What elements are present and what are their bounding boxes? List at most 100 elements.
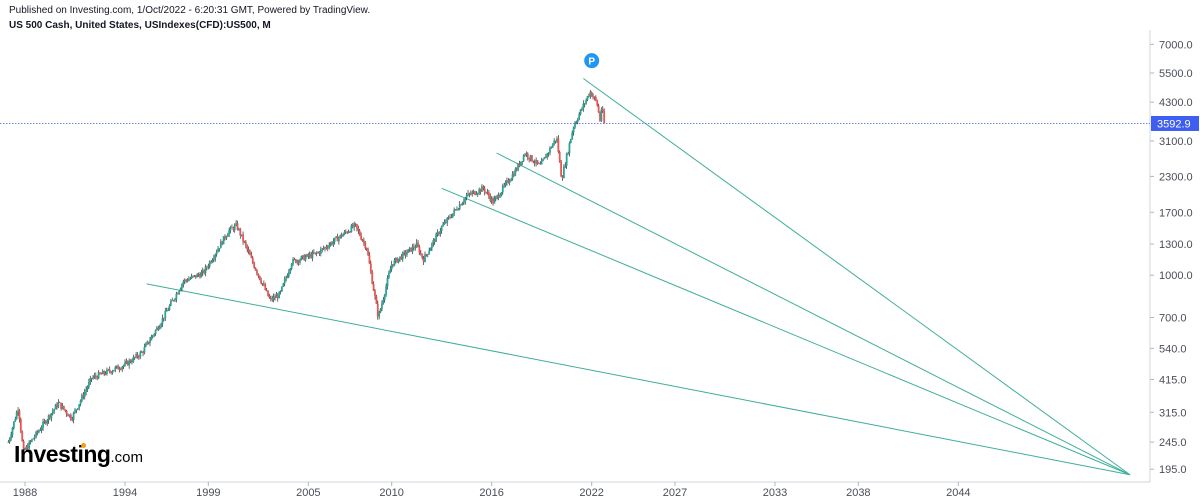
candle-body [71,419,74,421]
candle-body [246,245,249,250]
candle-body [247,249,250,252]
candle-body [457,209,460,211]
candle-body [467,193,469,196]
y-tick-label: 2300.0 [1159,171,1193,183]
candle-body [311,252,314,258]
candle-body [424,254,426,263]
candle-body [15,412,18,420]
candle-body [162,317,165,319]
plot-area[interactable] [0,30,1150,482]
candle-body [579,109,582,115]
candle-body [471,192,474,195]
candle-body [490,198,493,201]
candle-body [182,281,185,285]
candle-body [540,160,543,165]
candle-body [578,114,581,120]
candle-body [565,154,568,166]
candle-body [153,334,156,336]
candle-body [161,317,164,324]
candle-body [494,196,497,200]
candle-body [174,298,176,301]
candle-body [601,109,604,112]
candle-body [256,270,258,274]
candle-body [289,268,292,272]
candle-body [62,405,65,410]
candle-body [249,251,251,256]
candle-body [437,232,440,235]
marker-layer: P [584,53,600,69]
candle-body [165,310,168,312]
candle-body [357,228,360,231]
candle-body [386,278,389,287]
trendline[interactable] [441,187,1131,476]
candle-body [414,247,417,249]
candle-body [301,255,304,257]
candle-body [419,253,422,255]
candle-body [283,279,286,284]
candle-body [429,248,432,251]
candle-body [262,283,265,285]
candle-body [518,163,521,166]
candle-body [264,284,267,290]
candle-body [532,161,535,163]
candle-body [536,160,539,164]
candle-body [232,227,235,230]
marker-p-icon[interactable] [584,53,600,69]
candle-body [332,241,335,245]
candle-body [185,279,188,281]
y-tick-label: 1700.0 [1159,207,1193,219]
trendlines[interactable] [146,78,1131,476]
candle-body [460,204,463,206]
candle-body [450,217,453,218]
candle-body [317,252,319,254]
candle-body [60,402,63,409]
candle-body [483,188,486,193]
candle-body [112,370,115,372]
candle-body [564,165,567,167]
candle-body [100,373,103,375]
candle-body [33,436,36,439]
candle-body [593,96,596,98]
candle-body [169,301,172,306]
chart-area[interactable] [0,30,1150,482]
candle-body [276,295,279,299]
candle-body [125,361,128,363]
candle-body [356,224,358,229]
candle-body [64,409,67,412]
y-tick-label: 245.0 [1159,437,1187,449]
candle-body [154,330,157,335]
candle-body [290,264,293,269]
candle-body [204,266,207,274]
candle-body [583,103,586,105]
published-line: Published on Investing.com, 1/Oct/2022 -… [9,5,371,16]
candle-body [500,192,503,196]
trendline[interactable] [146,283,1131,476]
candle-body [524,154,526,156]
candle-body [26,446,29,449]
candle-body [222,236,225,245]
candle-body [342,234,344,237]
candle-body [421,253,424,259]
candle-body [482,186,485,189]
candle-body [397,258,400,263]
y-tick-label: 1300.0 [1159,239,1193,251]
candle-body [347,231,350,233]
candle-body [335,236,338,238]
candle-body [485,192,488,193]
candle-body [351,225,354,228]
candle-body [346,231,349,233]
candle-body [587,96,590,97]
candle-body [486,192,489,194]
candle-body [186,280,189,282]
candle-body [136,354,139,357]
candle-body [203,270,206,274]
candle-body [399,256,401,259]
candle-body [403,252,406,253]
candle-body [219,241,222,249]
candle-body [394,258,397,261]
candle-body [242,234,244,242]
candle-body [393,260,396,266]
trendline[interactable] [583,78,1131,476]
trendline[interactable] [496,152,1131,476]
